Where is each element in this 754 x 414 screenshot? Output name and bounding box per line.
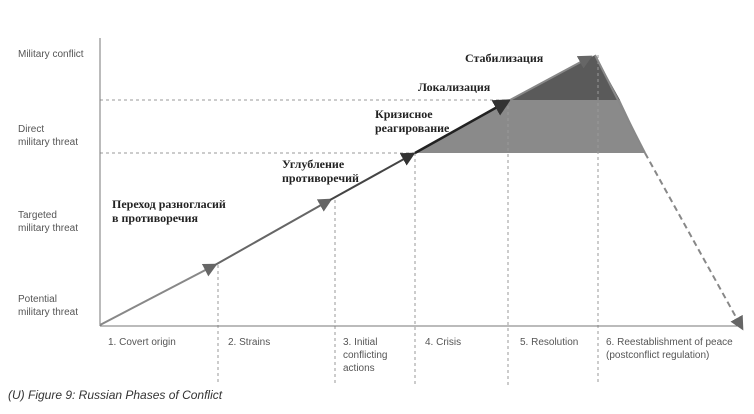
trajectory [99, 54, 744, 331]
axes [99, 38, 740, 327]
level-label: Potential [18, 294, 57, 305]
stage-label: Углубление [282, 157, 345, 171]
stage-labels: Стабилизация Локализация Кризисноереагиров… [112, 51, 544, 225]
stage-label: Переход разногласий [112, 197, 226, 211]
guides [100, 55, 599, 385]
shading [415, 55, 645, 153]
stage-label: в противоречия [112, 211, 199, 225]
caption: (U) Figure 9: Russian Phases of Conflict [8, 388, 223, 402]
phase-label: 6. Reestablishment of peace [606, 337, 733, 348]
level-label: military threat [18, 307, 78, 318]
phase-label: 1. Covert origin [108, 337, 176, 348]
level-label: military threat [18, 137, 78, 148]
stage-label: реагирование [375, 121, 450, 135]
phase-label: 5. Resolution [520, 337, 578, 348]
phase-label: actions [343, 363, 375, 374]
level-label: military threat [18, 223, 78, 234]
level-labels: Military conflict Direct military threat Ta… [18, 49, 84, 318]
stage-label: Кризисное [375, 107, 433, 121]
stage-label: противоречий [282, 171, 359, 185]
phase-label: 2. Strains [228, 337, 270, 348]
stage-label: Локализация [418, 80, 491, 94]
phase-label: (postconflict regulation) [606, 350, 709, 361]
level-label: Targeted [18, 210, 57, 221]
phase-label: 3. Initial [343, 337, 377, 348]
phase-label: conflicting [343, 350, 387, 361]
stage-label: Стабилизация [465, 51, 544, 65]
level-label: Military conflict [18, 49, 84, 60]
phase-labels: 1. Covert origin 2. Strains 3. Initial conf… [108, 337, 733, 374]
level-label: Direct [18, 124, 44, 135]
phase-label: 4. Crisis [425, 337, 461, 348]
